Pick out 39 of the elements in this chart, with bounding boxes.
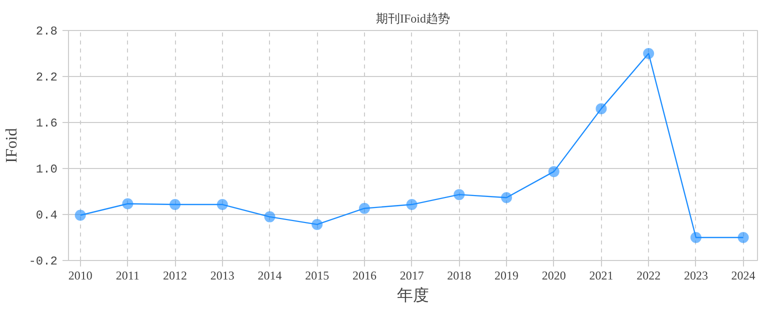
point <box>454 189 465 200</box>
x-tick-label: 2019 <box>494 268 519 282</box>
x-tick-label: 2013 <box>210 268 234 282</box>
point <box>738 232 749 243</box>
point <box>358 202 370 214</box>
x-tick-label: 2023 <box>684 268 708 282</box>
point <box>216 199 228 210</box>
y-tick-label: 2.8 <box>36 24 58 38</box>
y-tick-label: -0.2 <box>28 254 58 268</box>
x-tick-label: 2012 <box>163 268 188 282</box>
y-tick-label: 1.0 <box>36 162 58 176</box>
point <box>74 210 86 221</box>
x-tick-label: 2011 <box>116 268 140 282</box>
x-tick-label: 2017 <box>400 268 424 282</box>
point <box>690 232 702 243</box>
y-tick-label: 0.4 <box>36 208 58 222</box>
x-axis-title: 年度 <box>397 286 429 304</box>
x-tick-label: 2014 <box>258 268 282 282</box>
point <box>122 198 134 210</box>
y-tick-label: 2.2 <box>36 70 58 84</box>
x-tick-label: 2021 <box>589 268 614 282</box>
y-tick-label: 1.6 <box>36 116 58 130</box>
point <box>264 211 276 222</box>
x-tick-label: 2010 <box>68 268 92 282</box>
point <box>406 199 418 210</box>
x-tick-label: 2022 <box>636 268 661 282</box>
point <box>548 166 560 178</box>
point <box>170 199 181 210</box>
point <box>643 48 654 59</box>
point <box>501 192 512 204</box>
x-tick-label: 2018 <box>447 268 472 282</box>
y-axis-title: IFoid <box>4 128 21 163</box>
point <box>312 218 323 230</box>
x-tick-label: 2015 <box>305 268 330 282</box>
x-tick-label: 2024 <box>731 268 756 282</box>
x-tick-label: 2020 <box>542 268 566 282</box>
chart-title: 期刊IFoid趋势 <box>376 12 450 26</box>
x-tick-label: 2016 <box>352 268 376 282</box>
point <box>596 103 607 114</box>
